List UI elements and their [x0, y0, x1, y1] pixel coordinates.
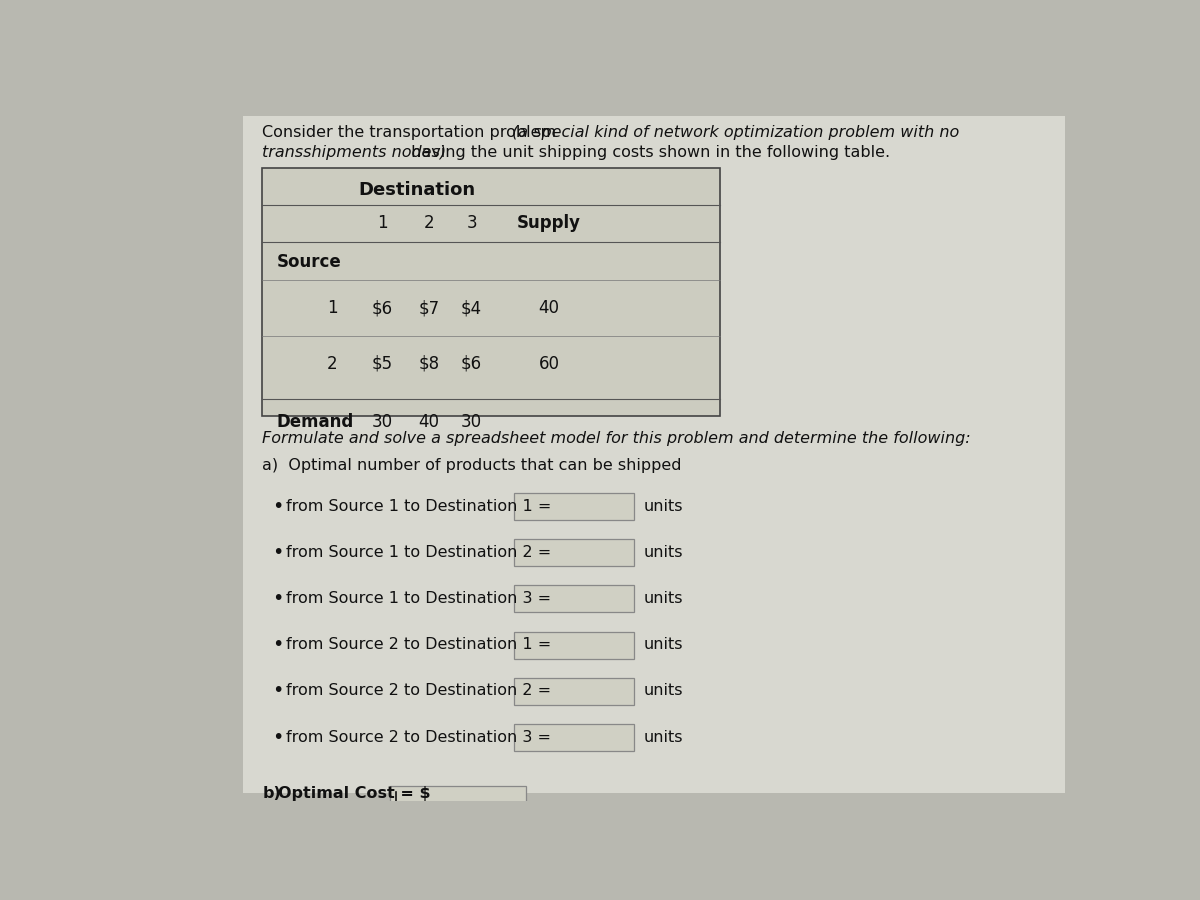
Text: Source: Source [276, 253, 341, 271]
Text: Supply: Supply [517, 214, 581, 232]
Text: 30: 30 [461, 413, 482, 431]
Text: 3: 3 [467, 214, 476, 232]
Text: •: • [272, 543, 284, 562]
Text: 60: 60 [539, 355, 559, 373]
Text: transshipments nodes): transshipments nodes) [263, 145, 446, 160]
Text: from Source 1 to Destination 1 =: from Source 1 to Destination 1 = [286, 499, 551, 514]
Text: units: units [643, 637, 683, 652]
Text: units: units [643, 683, 683, 698]
Text: (a special kind of network optimization problem with no: (a special kind of network optimization … [512, 125, 959, 140]
Text: units: units [643, 499, 683, 514]
Text: •: • [272, 727, 284, 747]
Text: from Source 2 to Destination 2 =: from Source 2 to Destination 2 = [286, 683, 551, 698]
Text: from Source 2 to Destination 3 =: from Source 2 to Destination 3 = [286, 730, 551, 744]
Text: •: • [272, 497, 284, 516]
Text: •: • [272, 681, 284, 700]
Text: •: • [272, 635, 284, 654]
Text: from Source 2 to Destination 1 =: from Source 2 to Destination 1 = [286, 637, 551, 652]
Text: units: units [643, 730, 683, 744]
Text: from Source 1 to Destination 3 =: from Source 1 to Destination 3 = [286, 591, 551, 606]
FancyBboxPatch shape [515, 724, 635, 751]
FancyBboxPatch shape [515, 678, 635, 705]
FancyBboxPatch shape [515, 632, 635, 659]
Text: $5: $5 [372, 355, 394, 373]
Text: 2: 2 [424, 214, 434, 232]
Text: a)  Optimal number of products that can be shipped: a) Optimal number of products that can b… [263, 457, 682, 472]
Text: Formulate and solve a spreadsheet model for this problem and determine the follo: Formulate and solve a spreadsheet model … [263, 431, 971, 446]
Text: having the unit shipping costs shown in the following table.: having the unit shipping costs shown in … [406, 145, 890, 160]
Text: Consider the transportation problem: Consider the transportation problem [263, 125, 562, 140]
Text: $8: $8 [419, 355, 439, 373]
Text: $6: $6 [461, 355, 482, 373]
Text: Destination: Destination [359, 181, 476, 199]
Text: $7: $7 [419, 299, 439, 317]
Text: 30: 30 [372, 413, 394, 431]
Text: Demand: Demand [276, 413, 354, 431]
Text: b): b) [263, 786, 281, 801]
Text: units: units [643, 591, 683, 606]
Text: $6: $6 [372, 299, 394, 317]
Text: $4: $4 [461, 299, 482, 317]
FancyBboxPatch shape [515, 539, 635, 566]
Text: •: • [272, 589, 284, 608]
FancyBboxPatch shape [515, 585, 635, 612]
Text: Optimal Cost = $: Optimal Cost = $ [278, 786, 431, 801]
Text: 1: 1 [377, 214, 388, 232]
Text: 40: 40 [539, 299, 559, 317]
Text: from Source 1 to Destination 2 =: from Source 1 to Destination 2 = [286, 544, 551, 560]
FancyBboxPatch shape [263, 168, 720, 416]
Text: 1: 1 [326, 299, 337, 317]
FancyBboxPatch shape [390, 786, 526, 813]
FancyBboxPatch shape [242, 116, 1064, 793]
Text: 40: 40 [419, 413, 439, 431]
Text: units: units [643, 544, 683, 560]
Text: 2: 2 [326, 355, 337, 373]
FancyBboxPatch shape [515, 493, 635, 520]
